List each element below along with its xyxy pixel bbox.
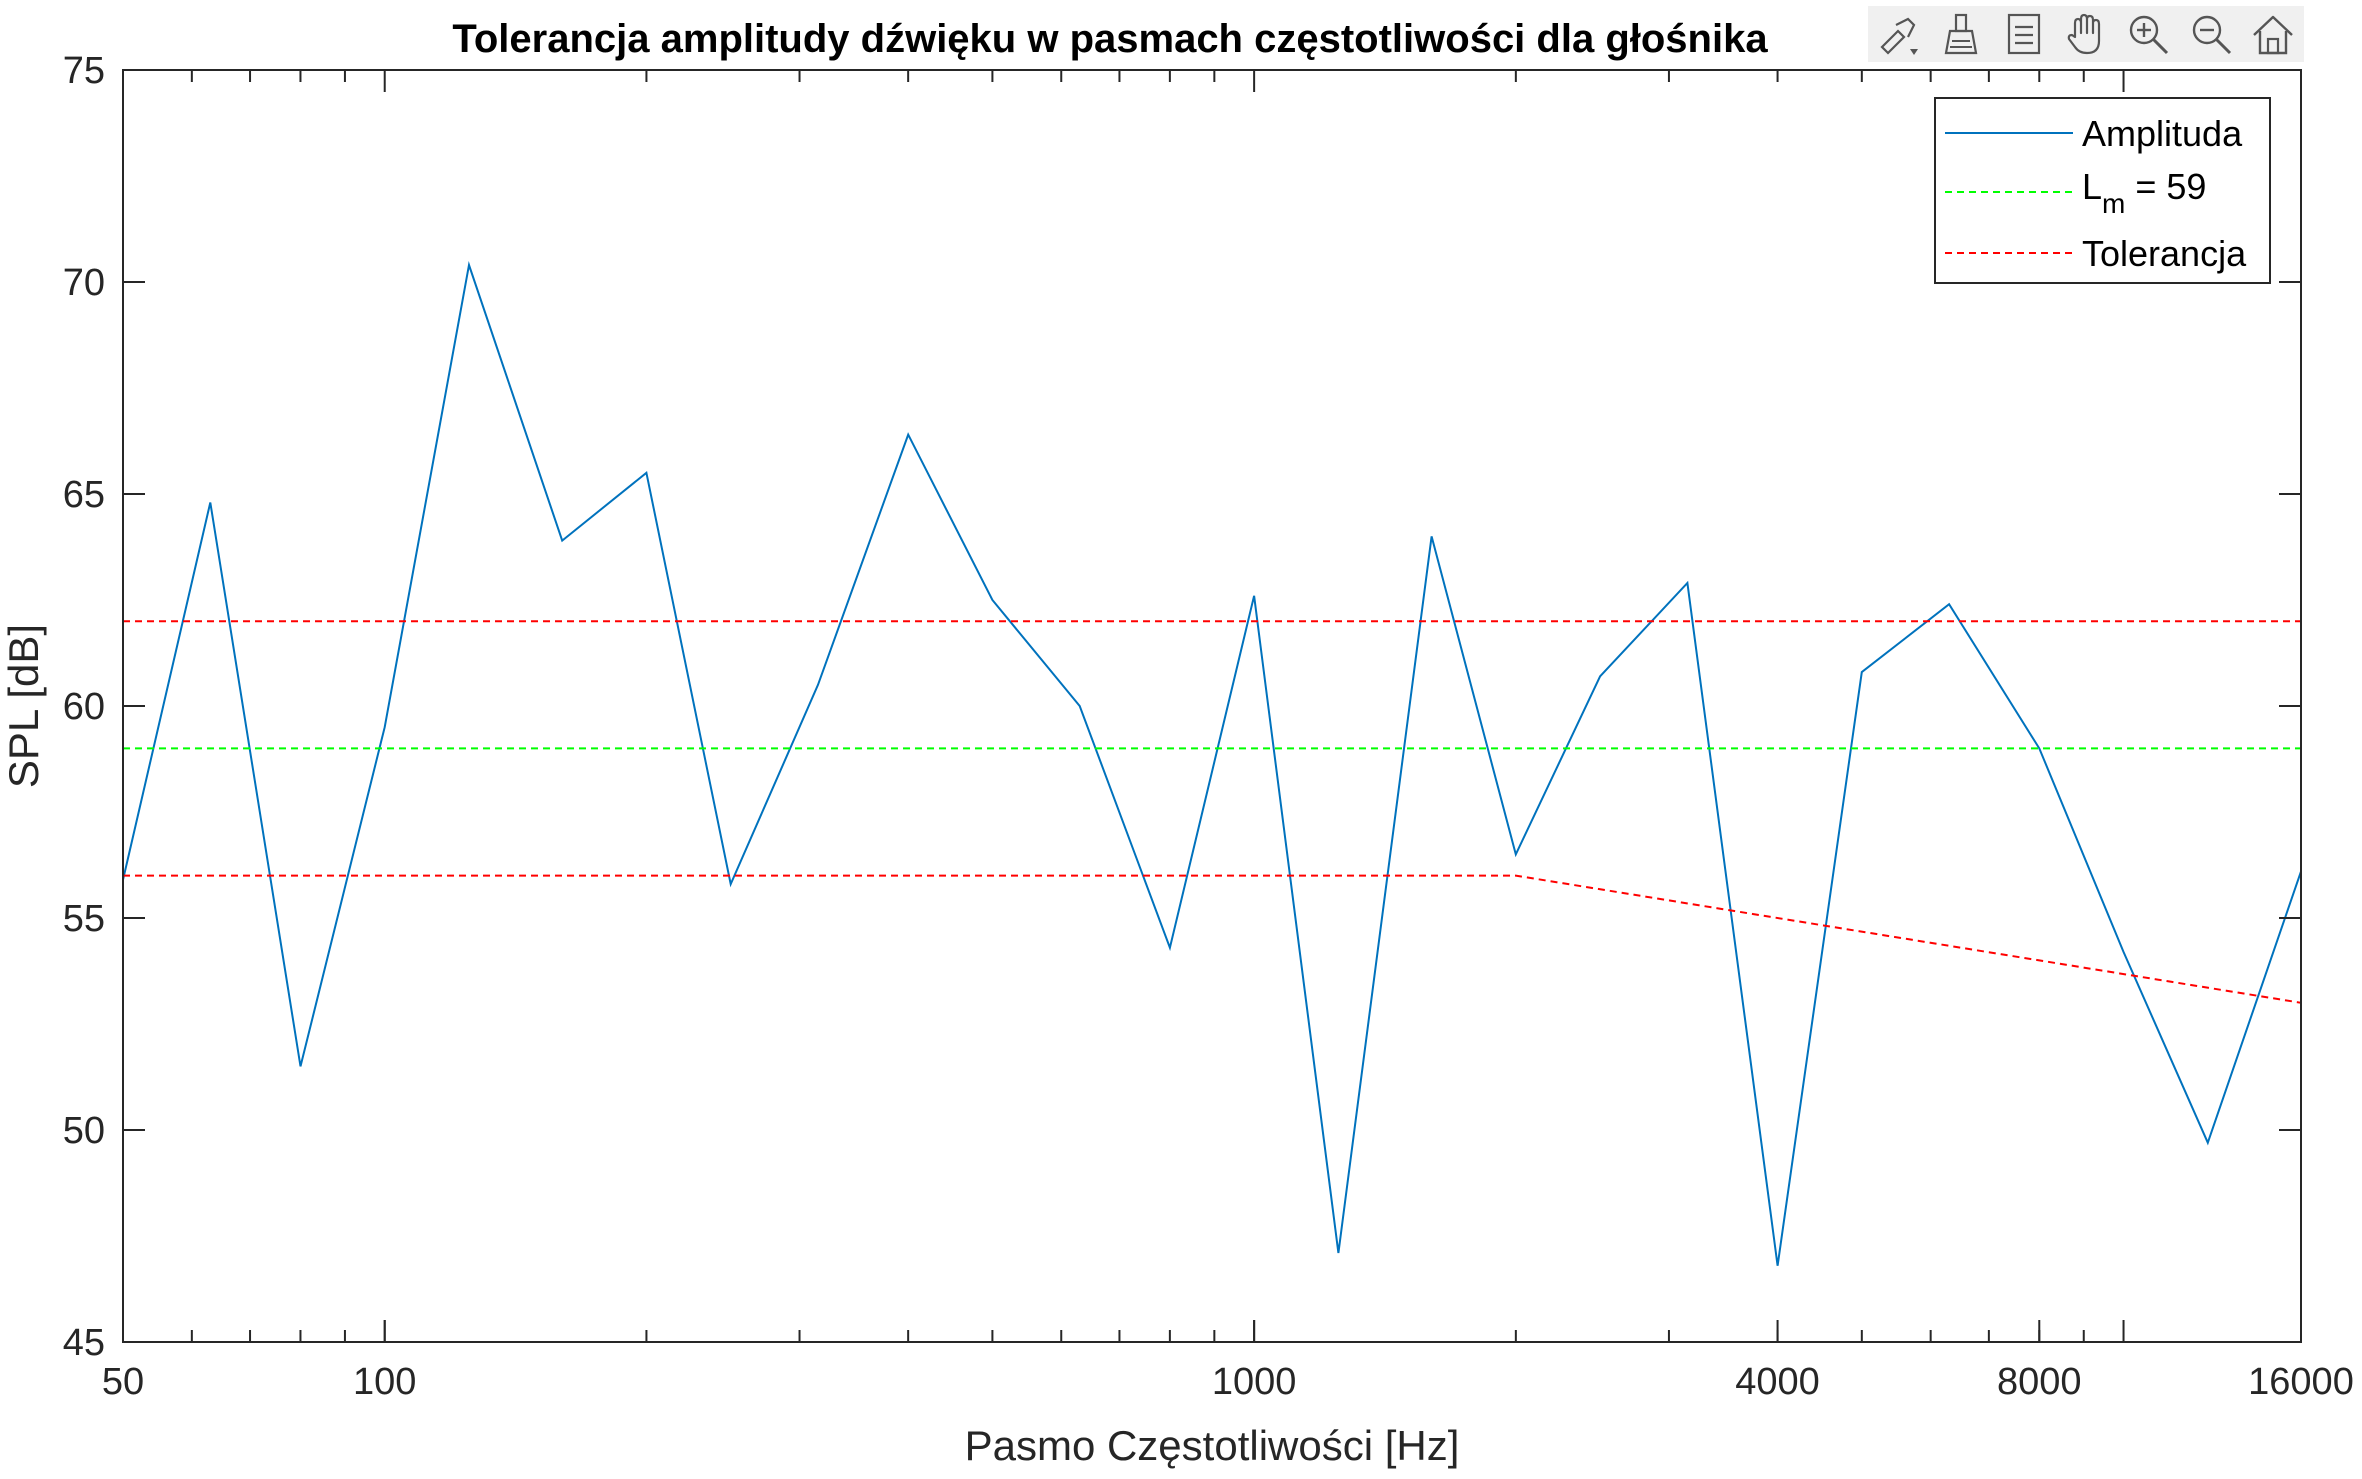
y-tick-label: 60 (63, 686, 105, 728)
zoom-in-icon (2130, 15, 2169, 55)
y-tick-label: 45 (63, 1322, 105, 1364)
zoom-in-button[interactable] (2120, 6, 2176, 62)
y-tick-label: 55 (63, 898, 105, 940)
x-tick-label: 4000 (1735, 1361, 1820, 1403)
zoom-out-icon (2192, 15, 2231, 55)
legend-label-amplitude: Amplituda (2082, 113, 2243, 154)
brush-button[interactable] (1933, 6, 1989, 62)
y-tick-label: 65 (63, 474, 105, 516)
x-tick-label: 100 (353, 1361, 416, 1403)
home-button[interactable] (2245, 6, 2301, 62)
y-tick-label: 75 (63, 50, 105, 92)
x-tick-label: 1000 (1212, 1361, 1297, 1403)
x-tick-label: 16000 (2248, 1361, 2354, 1403)
pan-hand-icon (2067, 13, 2101, 55)
series-line-0 (122, 261, 2302, 1266)
y-tick-label: 50 (63, 1110, 105, 1152)
export-button[interactable] (1871, 6, 1927, 62)
axes-toolbar (1868, 6, 2304, 62)
legend-box (1934, 97, 2271, 284)
pan-button[interactable] (2058, 6, 2114, 62)
legend-lm-rest: = 59 (2125, 166, 2206, 207)
home-restore-icon (2253, 15, 2293, 55)
legend-lm-sub: m (2102, 188, 2125, 219)
y-tick-label: 70 (63, 262, 105, 304)
brush-export-icon (1880, 17, 1919, 55)
x-tick-label: 8000 (1997, 1361, 2082, 1403)
series-line-3 (123, 874, 2302, 1004)
legend-label-lm: Lm = 59 (2082, 166, 2206, 219)
legend[interactable]: Amplituda Lm = 59 Tolerancja (1934, 97, 2271, 284)
legend-lm-base: L (2082, 166, 2102, 207)
legend-insert-icon (2007, 13, 2040, 55)
x-tick-label: 50 (102, 1361, 144, 1403)
legend-button[interactable] (1996, 6, 2052, 62)
chart-title: Tolerancja amplitudy dźwięku w pasmach c… (452, 17, 1768, 61)
datatip-brush-icon (1945, 13, 1978, 55)
x-axis-label: Pasmo Częstotliwości [Hz] (965, 1422, 1460, 1469)
zoom-out-button[interactable] (2183, 6, 2239, 62)
y-axis-label: SPL [dB] (0, 624, 47, 788)
legend-label-tolerance: Tolerancja (2082, 233, 2247, 274)
